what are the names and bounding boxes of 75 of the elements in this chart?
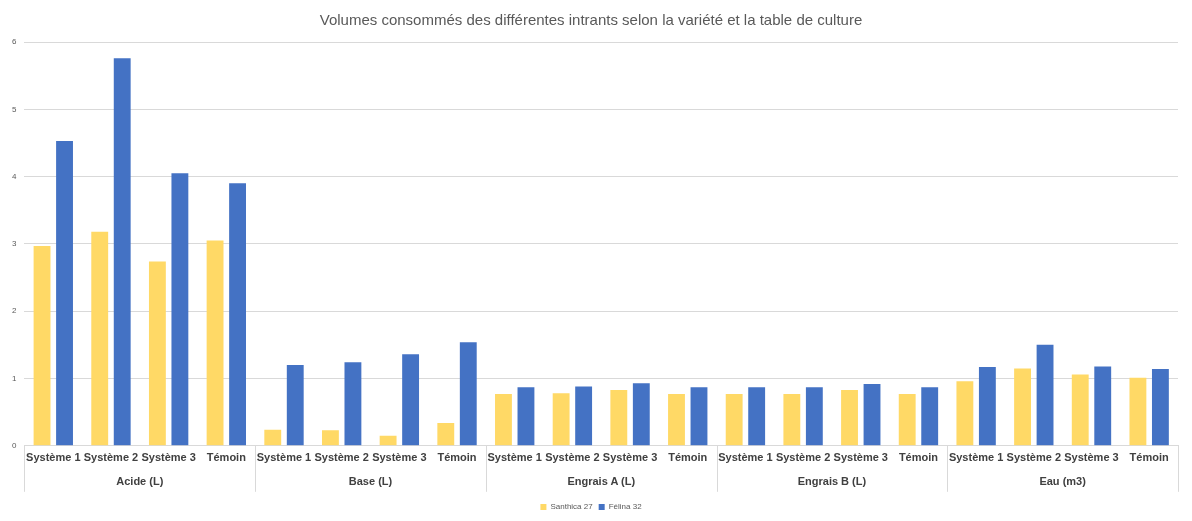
text: Acide (L) bbox=[116, 474, 164, 487]
bar bbox=[344, 362, 362, 446]
bar bbox=[379, 435, 397, 446]
y-tick-label: 2 bbox=[12, 306, 17, 316]
x-tick-label: Système 2 bbox=[775, 451, 831, 464]
bar bbox=[206, 240, 224, 446]
legend-label: Santhica 27 bbox=[550, 502, 594, 512]
x-tick-label: Système 3 bbox=[372, 451, 427, 464]
y-tick-label: 3 bbox=[12, 239, 17, 249]
text: Base (L) bbox=[348, 474, 393, 487]
bar bbox=[725, 393, 743, 446]
bar bbox=[1094, 366, 1112, 446]
x-tick-label: Système 1 bbox=[948, 451, 1004, 464]
bar bbox=[113, 58, 131, 446]
bar bbox=[321, 430, 339, 446]
x-tick-label: Témoin bbox=[1129, 451, 1169, 464]
bar bbox=[264, 429, 282, 446]
bar bbox=[632, 383, 650, 446]
bar bbox=[841, 389, 858, 446]
bar bbox=[402, 354, 420, 446]
bar bbox=[956, 381, 974, 446]
y-tick-label: 5 bbox=[12, 104, 17, 114]
x-tick-label: Témoin bbox=[206, 451, 247, 464]
legend-label: Félina 32 bbox=[608, 502, 643, 512]
y-tick-label: 1 bbox=[12, 373, 17, 383]
bar bbox=[33, 245, 51, 446]
bar bbox=[575, 386, 593, 446]
x-tick-label: Témoin bbox=[437, 451, 477, 464]
x-tick-label: Système 1 bbox=[718, 451, 773, 464]
text: Engrais A (L) bbox=[567, 474, 636, 487]
bar bbox=[690, 387, 708, 446]
bar bbox=[921, 387, 939, 446]
x-tick-label: Système 2 bbox=[545, 451, 600, 464]
bar bbox=[1071, 374, 1089, 446]
bar bbox=[1036, 344, 1054, 446]
x-tick-label: Témoin bbox=[668, 451, 708, 464]
bar bbox=[1014, 368, 1031, 446]
bar bbox=[1129, 377, 1147, 446]
bar bbox=[610, 389, 628, 446]
bar bbox=[286, 365, 304, 446]
bar bbox=[1151, 369, 1169, 446]
bar bbox=[148, 261, 166, 446]
bar bbox=[748, 387, 766, 446]
bar bbox=[56, 140, 73, 446]
x-tick-label: Système 3 bbox=[833, 451, 888, 464]
bar bbox=[517, 387, 535, 446]
x-tick-label: Système 2 bbox=[1006, 451, 1062, 464]
x-tick-label: Système 2 bbox=[83, 451, 139, 464]
bar bbox=[898, 393, 916, 446]
bar bbox=[863, 383, 881, 446]
text: Eau (m3) bbox=[1039, 474, 1087, 487]
bar bbox=[229, 183, 246, 446]
bar bbox=[495, 393, 512, 446]
bar bbox=[437, 422, 455, 446]
y-tick-label: 6 bbox=[12, 37, 17, 47]
x-tick-label: Système 3 bbox=[602, 451, 658, 464]
y-tick-label: 4 bbox=[12, 171, 17, 181]
x-tick-label: Système 3 bbox=[141, 451, 196, 464]
bar bbox=[171, 173, 189, 446]
x-tick-label: Témoin bbox=[898, 451, 939, 464]
bar bbox=[552, 393, 570, 446]
x-tick-label: Système 1 bbox=[487, 451, 542, 464]
x-tick-label: Système 1 bbox=[26, 451, 81, 464]
bar bbox=[978, 367, 996, 446]
bar bbox=[459, 342, 477, 446]
chart-title: Volumes consommés des différentes intrants selon la variété et la table de culture bbox=[319, 11, 863, 29]
y-tick-label: 0 bbox=[12, 441, 17, 450]
bar bbox=[805, 387, 823, 446]
bar bbox=[783, 393, 801, 446]
text: Engrais B (L) bbox=[797, 474, 867, 487]
bar bbox=[668, 393, 685, 446]
x-tick-label: Système 2 bbox=[314, 451, 369, 464]
x-tick-label: Système 1 bbox=[256, 451, 312, 464]
bar bbox=[91, 231, 109, 446]
x-tick-label: Système 3 bbox=[1064, 451, 1119, 464]
